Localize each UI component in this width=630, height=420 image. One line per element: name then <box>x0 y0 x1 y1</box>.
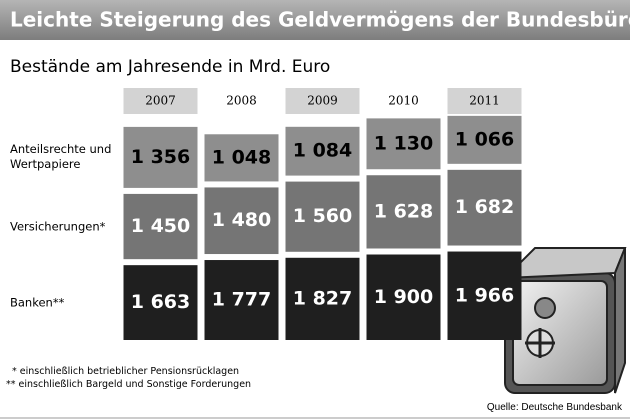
value-label: 1 356 <box>131 146 191 168</box>
footnote: * einschließlich betrieblicher Pensionsr… <box>12 366 240 377</box>
value-label: 1 682 <box>455 196 515 218</box>
value-label: 1 560 <box>293 205 353 227</box>
value-label: 1 480 <box>212 209 272 231</box>
bar-segment <box>285 257 360 340</box>
bar-segment <box>447 115 522 164</box>
bar-segment <box>123 193 198 260</box>
legend-label: Banken** <box>10 295 65 310</box>
bar-segment <box>366 254 441 340</box>
footnote: ** einschließlich Bargeld und Sonstige F… <box>6 379 252 390</box>
x-tick-label: 2008 <box>226 94 257 108</box>
value-label: 1 048 <box>212 146 272 168</box>
bar-segment <box>204 134 279 182</box>
bar-segment <box>285 181 360 252</box>
value-label: 1 777 <box>212 289 272 311</box>
bar-segment <box>123 126 198 188</box>
bar-segment <box>366 118 441 170</box>
safe-icon <box>502 247 627 394</box>
chart-title: Leichte Steigerung des Geldvermögens der… <box>10 8 630 32</box>
value-label: 1 663 <box>131 291 191 313</box>
bar-segment <box>447 169 522 246</box>
value-label: 1 084 <box>293 140 353 162</box>
x-tick-label: 2007 <box>145 94 176 108</box>
value-label: 1 827 <box>293 287 353 309</box>
bar-segment <box>447 251 522 340</box>
bar-segment <box>204 187 279 255</box>
bar-segment <box>285 126 360 176</box>
value-label: 1 066 <box>455 128 515 150</box>
x-tick-label: 2011 <box>469 94 500 108</box>
bar-segment <box>204 260 279 340</box>
legend-label: Anteilsrechte und Wertpapiere <box>10 142 112 172</box>
bar-segment <box>366 175 441 249</box>
title-bar <box>0 0 630 40</box>
value-label: 1 900 <box>374 286 434 308</box>
column-header-bg <box>123 88 198 114</box>
column-header-bg <box>447 88 522 114</box>
value-label: 1 628 <box>374 200 434 222</box>
legend-label: Versicherungen* <box>10 219 106 234</box>
value-label: 1 130 <box>374 132 434 154</box>
value-label: 1 966 <box>455 284 515 306</box>
x-tick-label: 2010 <box>388 94 419 108</box>
x-tick-label: 2009 <box>307 94 338 108</box>
column-header-bg <box>285 88 360 114</box>
value-label: 1 450 <box>131 215 191 237</box>
source: Quelle: Deutsche Bundesbank <box>486 402 622 413</box>
chart-subtitle: Bestände am Jahresende in Mrd. Euro <box>10 57 330 77</box>
bar-segment <box>123 265 198 340</box>
